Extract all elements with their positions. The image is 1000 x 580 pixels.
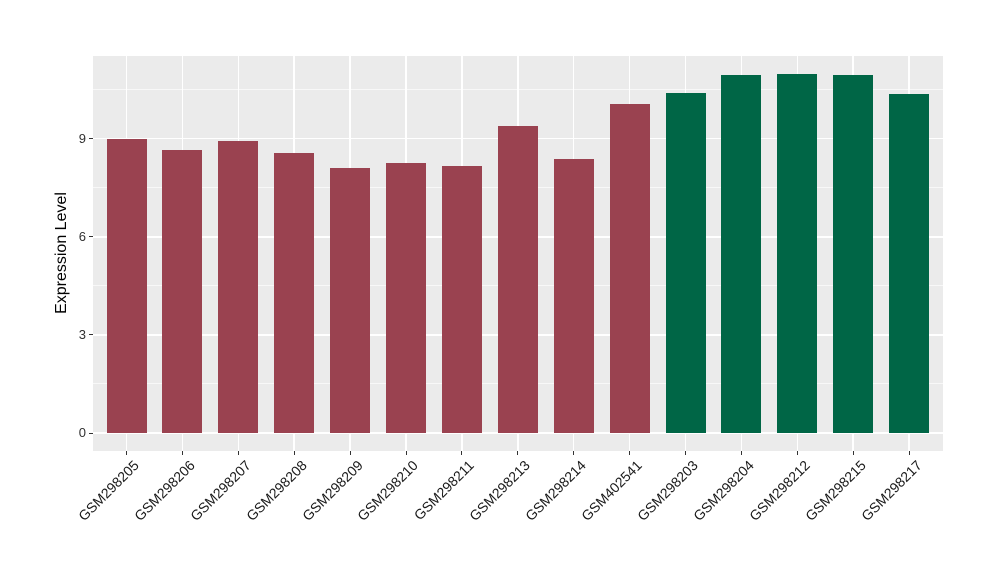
bar-GSM298217	[889, 93, 930, 433]
bar-GSM298213	[497, 125, 538, 433]
bar-GSM298211	[441, 165, 482, 433]
y-tick-label: 3	[78, 326, 86, 342]
y-tick-mark	[89, 334, 93, 336]
bar-GSM298203	[665, 92, 706, 433]
y-tick-mark	[89, 432, 93, 434]
x-tick-mark	[908, 451, 910, 455]
x-tick-mark	[573, 451, 575, 455]
bar-GSM298215	[833, 75, 874, 433]
y-axis-title: Expression Level	[53, 192, 70, 314]
x-tick-mark	[852, 451, 854, 455]
bar-GSM298208	[274, 152, 315, 433]
y-tick-label: 0	[78, 425, 86, 440]
x-tick-mark	[181, 451, 183, 455]
x-tick-mark	[237, 451, 239, 455]
x-tick-mark	[685, 451, 686, 455]
x-tick-mark	[796, 451, 798, 455]
bar-GSM298205	[106, 138, 147, 433]
plot-panel	[93, 56, 943, 451]
x-tick-mark	[349, 451, 351, 455]
y-tick-mark	[89, 138, 93, 140]
bar-GSM298206	[162, 150, 203, 433]
x-tick-mark	[126, 451, 127, 455]
x-tick-mark	[629, 451, 631, 455]
bar-GSM298207	[218, 141, 259, 433]
y-tick-label: 9	[78, 130, 86, 146]
y-tick-mark	[89, 236, 93, 238]
x-tick-mark	[405, 451, 407, 455]
x-tick-mark	[461, 451, 463, 455]
bar-GSM298209	[330, 168, 371, 433]
y-tick-label: 6	[78, 228, 86, 244]
x-tick-mark	[517, 451, 519, 455]
bar-GSM298210	[386, 162, 426, 433]
bar-GSM298214	[553, 158, 594, 433]
bar-GSM298204	[721, 75, 762, 433]
x-tick-mark	[293, 451, 295, 455]
bar-GSM402541	[609, 104, 650, 433]
bar-GSM298212	[777, 73, 818, 433]
x-tick-mark	[740, 451, 742, 455]
